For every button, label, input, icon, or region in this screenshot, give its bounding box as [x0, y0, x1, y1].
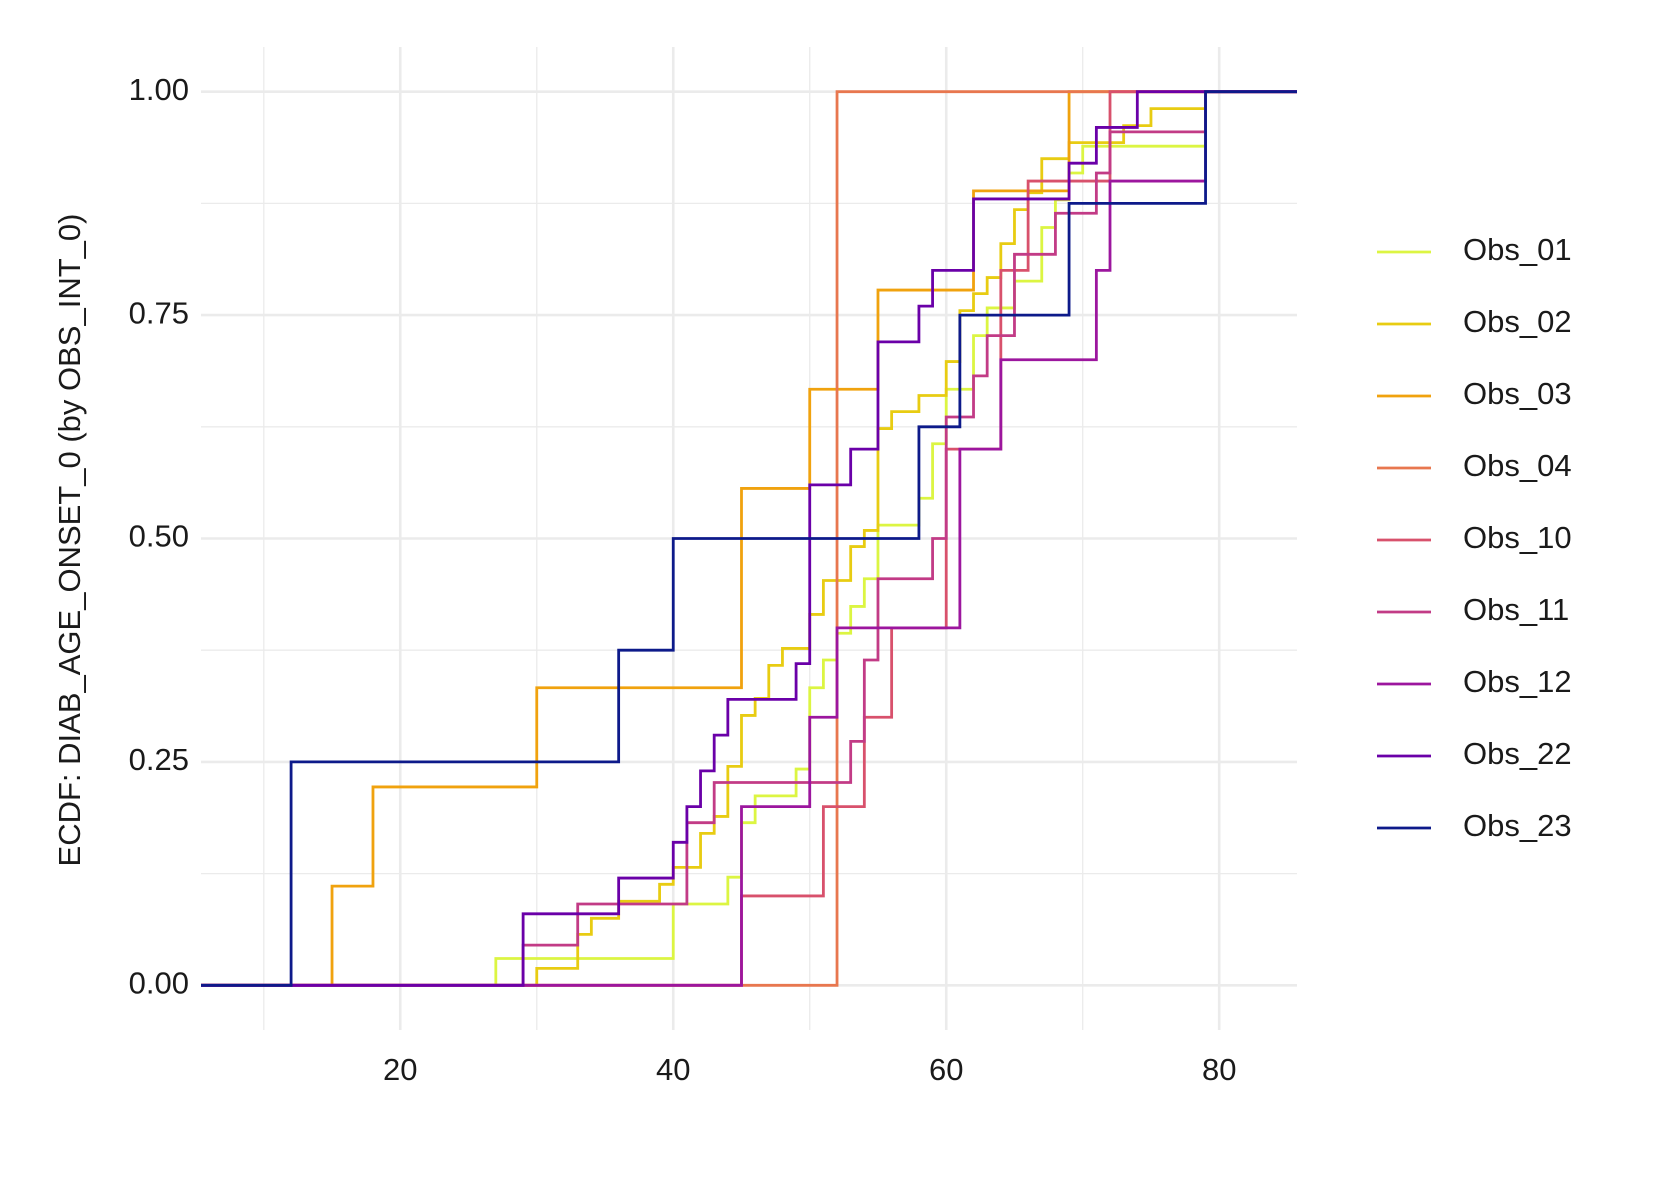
legend-label: Obs_12 — [1463, 664, 1572, 699]
legend-label: Obs_04 — [1463, 448, 1572, 483]
legend-label: Obs_23 — [1463, 808, 1572, 843]
ecdf-line — [201, 90, 1297, 987]
legend-label: Obs_22 — [1463, 736, 1572, 771]
y-tick-label: 0.75 — [129, 295, 189, 330]
ecdf-line — [201, 90, 1297, 987]
legend-label: Obs_03 — [1463, 376, 1572, 411]
y-tick-label: 0.50 — [129, 519, 189, 554]
x-tick-label: 40 — [656, 1052, 690, 1087]
y-tick-label: 1.00 — [129, 72, 189, 107]
legend-label: Obs_11 — [1463, 592, 1569, 627]
y-tick-label: 0.00 — [129, 966, 189, 1001]
x-tick-label: 80 — [1202, 1052, 1236, 1087]
y-axis-title: ECDF: DIAB_AGE_ONSET_0 (by OBS_INT_0) — [52, 214, 87, 867]
ecdf-line — [201, 90, 1297, 987]
ecdf-line — [201, 90, 1297, 987]
ecdf-line — [201, 90, 1297, 987]
x-tick-label: 60 — [929, 1052, 963, 1087]
y-tick-label: 0.25 — [129, 742, 189, 777]
legend-label: Obs_10 — [1463, 520, 1572, 555]
legend-label: Obs_02 — [1463, 304, 1572, 339]
x-tick-label: 20 — [383, 1052, 417, 1087]
legend-label: Obs_01 — [1463, 232, 1572, 267]
ecdf-line — [201, 90, 1297, 987]
